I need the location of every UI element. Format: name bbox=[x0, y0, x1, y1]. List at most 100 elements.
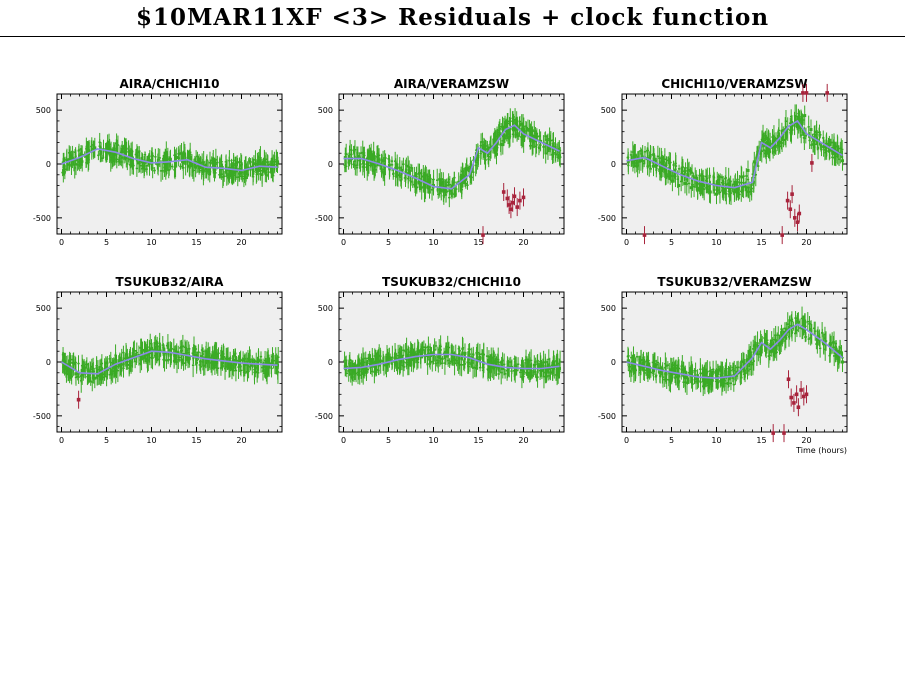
good-point bbox=[343, 364, 347, 368]
good-point bbox=[526, 128, 530, 132]
good-point bbox=[87, 150, 90, 154]
y-tick-label: 500 bbox=[318, 304, 333, 313]
page-title: $10MAR11XF <3> Residuals + clock functio… bbox=[135, 4, 770, 31]
flagged-point bbox=[790, 192, 794, 196]
good-point bbox=[206, 168, 210, 172]
good-point bbox=[558, 153, 561, 157]
x-tick-label: 20 bbox=[801, 238, 811, 247]
flagged-point bbox=[515, 205, 519, 209]
good-point bbox=[213, 352, 216, 356]
good-point bbox=[356, 363, 360, 367]
good-point bbox=[702, 184, 706, 188]
title-rule bbox=[0, 36, 905, 37]
good-point bbox=[276, 160, 279, 164]
good-point bbox=[759, 149, 763, 153]
good-point bbox=[124, 156, 128, 160]
flagged-point bbox=[642, 233, 647, 237]
x-tick-label: 10 bbox=[146, 436, 156, 445]
good-point bbox=[150, 347, 153, 351]
good-point bbox=[507, 136, 511, 140]
x-tick-label: 0 bbox=[341, 436, 346, 445]
good-point bbox=[175, 156, 179, 160]
good-point bbox=[225, 356, 229, 360]
good-point bbox=[696, 188, 700, 192]
good-point bbox=[476, 158, 480, 162]
good-point bbox=[708, 190, 712, 194]
y-tick-label: 0 bbox=[328, 358, 333, 367]
y-tick-label: 500 bbox=[36, 304, 51, 313]
good-point bbox=[350, 368, 354, 372]
good-point bbox=[80, 373, 84, 377]
x-tick-label: 5 bbox=[104, 238, 109, 247]
x-tick-label: 0 bbox=[624, 238, 629, 247]
good-point bbox=[194, 354, 198, 358]
residual-panel: TSUKUB32/AIRA 0 5 10 15 20 500 0 -500 bbox=[33, 275, 283, 445]
flagged-point bbox=[507, 203, 511, 207]
good-point bbox=[257, 168, 261, 172]
good-point bbox=[406, 172, 410, 176]
good-point bbox=[131, 158, 135, 162]
good-point bbox=[746, 168, 750, 172]
clock-function-line bbox=[626, 119, 843, 189]
good-point bbox=[463, 175, 467, 179]
good-point bbox=[387, 163, 391, 167]
good-point bbox=[118, 153, 122, 157]
flagged-point bbox=[810, 161, 814, 165]
flagged-point bbox=[793, 216, 797, 220]
good-point bbox=[626, 160, 630, 164]
flagged-point bbox=[795, 220, 800, 224]
y-tick-label: 0 bbox=[328, 160, 333, 169]
y-tick-label: 0 bbox=[46, 358, 51, 367]
good-point bbox=[633, 153, 637, 157]
flagged-point bbox=[521, 195, 526, 200]
good-point bbox=[784, 130, 788, 134]
flagged-point bbox=[804, 91, 809, 95]
residual-panel: AIRA/CHICHI10 0 5 10 15 20 500 0 -500 bbox=[33, 77, 283, 247]
x-tick-label: 5 bbox=[669, 238, 674, 247]
good-point bbox=[689, 186, 693, 190]
good-point bbox=[150, 159, 153, 163]
good-point bbox=[343, 156, 347, 160]
flagged-point bbox=[797, 211, 802, 216]
x-tick-label: 5 bbox=[386, 436, 391, 445]
good-point bbox=[168, 349, 172, 353]
residual-panel: CHICHI10/VERAMZSW 0 5 10 15 20 500 0 -500 bbox=[598, 77, 848, 247]
residual-panel: AIRA/VERAMZSW 0 5 10 15 20 500 0 -500 bbox=[315, 77, 565, 247]
good-point bbox=[187, 356, 191, 360]
x-tick-label: 10 bbox=[428, 436, 438, 445]
y-tick-label: -500 bbox=[33, 412, 51, 421]
good-point bbox=[200, 165, 204, 169]
good-point bbox=[790, 123, 794, 127]
flagged-point bbox=[505, 196, 510, 201]
good-point bbox=[394, 166, 398, 170]
good-point bbox=[244, 164, 248, 168]
flagged-point bbox=[76, 397, 81, 402]
good-point bbox=[670, 179, 674, 183]
good-point bbox=[513, 126, 517, 130]
good-point bbox=[231, 171, 235, 175]
good-point bbox=[822, 145, 826, 149]
y-tick-label: 500 bbox=[601, 106, 616, 115]
good-point bbox=[639, 159, 643, 163]
good-point bbox=[362, 366, 366, 370]
good-point bbox=[419, 351, 423, 355]
good-point bbox=[495, 152, 498, 156]
y-tick-label: 0 bbox=[611, 160, 616, 169]
flagged-point bbox=[509, 207, 513, 212]
good-point bbox=[369, 156, 372, 160]
good-point bbox=[369, 362, 372, 366]
flagged-point bbox=[780, 233, 784, 237]
panel-title: AIRA/VERAMZSW bbox=[394, 77, 509, 91]
x-tick-label: 0 bbox=[59, 238, 64, 247]
flagged-point bbox=[481, 233, 485, 237]
x-tick-label: 5 bbox=[386, 238, 391, 247]
clock-function-line bbox=[61, 148, 278, 172]
good-point bbox=[677, 184, 681, 188]
good-point bbox=[162, 352, 166, 356]
y-tick-label: 500 bbox=[36, 106, 51, 115]
good-point bbox=[231, 359, 235, 363]
good-point bbox=[375, 361, 379, 365]
good-point bbox=[68, 158, 72, 162]
good-point bbox=[187, 164, 191, 168]
flagged-point bbox=[825, 91, 829, 95]
